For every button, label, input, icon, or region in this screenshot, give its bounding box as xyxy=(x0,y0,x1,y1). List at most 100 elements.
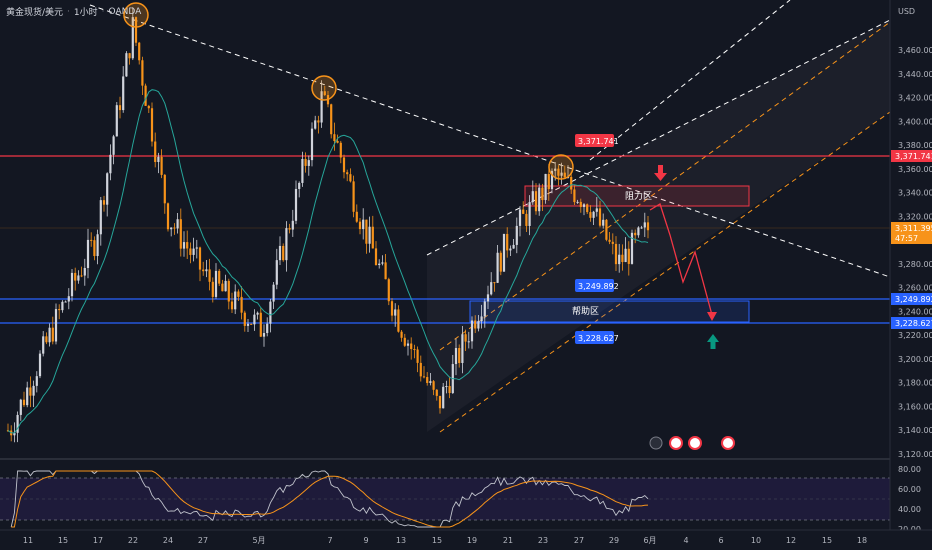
candle-body xyxy=(499,252,502,272)
candle-body xyxy=(298,182,301,189)
candle-body xyxy=(173,227,176,229)
y-tick-label: 3,340.000 xyxy=(898,189,932,198)
candle-body xyxy=(330,104,333,135)
us-flag-event-icon[interactable] xyxy=(721,436,735,450)
candle-body xyxy=(320,91,323,123)
price-axis[interactable] xyxy=(890,0,932,530)
y-tick-label: 3,460.000 xyxy=(898,46,932,55)
exchange-label: OANDA xyxy=(108,6,142,17)
candle-body xyxy=(512,244,515,249)
x-tick-label: 7 xyxy=(327,536,332,545)
candle-body xyxy=(109,154,112,174)
candle-body xyxy=(470,320,474,342)
y-tick-label: 3,420.000 xyxy=(898,94,932,103)
symbol-name[interactable]: 黄金现货/美元 xyxy=(6,8,64,18)
channel-top-line[interactable] xyxy=(589,0,791,161)
candle-body xyxy=(592,211,595,218)
channel-lower-line[interactable] xyxy=(439,111,891,433)
y-tick-label: 3,120.000 xyxy=(898,450,932,459)
candle-body xyxy=(125,53,128,77)
candle-body xyxy=(458,348,461,363)
candle-body xyxy=(285,228,288,261)
candle-body xyxy=(563,172,566,178)
candle-body xyxy=(531,191,534,203)
candle-body xyxy=(189,248,192,255)
candle-body xyxy=(246,323,250,326)
candle-body xyxy=(387,279,390,302)
candle-body xyxy=(224,280,227,292)
candle-body xyxy=(22,399,26,406)
candle-body xyxy=(582,204,586,207)
candle-body xyxy=(150,108,154,142)
candle-body xyxy=(45,336,48,343)
y-tick-label: 3,380.000 xyxy=(898,141,932,150)
candle-body xyxy=(163,174,166,204)
candle-body xyxy=(445,386,448,388)
candle-body xyxy=(314,120,317,129)
candle-body xyxy=(192,248,195,255)
candle-body xyxy=(486,294,490,302)
rsi-tick-label: 80.00 xyxy=(898,465,921,474)
candle-body xyxy=(106,173,109,205)
swing-high-marker[interactable] xyxy=(311,75,337,101)
axis-currency[interactable]: USD xyxy=(898,7,915,16)
candle-body xyxy=(227,280,230,302)
candle-body xyxy=(160,156,163,175)
y-tick-label: 3,240.000 xyxy=(898,307,932,316)
support-zone[interactable] xyxy=(469,300,750,323)
x-tick-label: 22 xyxy=(128,536,138,545)
descending-trendline[interactable] xyxy=(89,4,891,278)
x-tick-label: 12 xyxy=(786,536,796,545)
x-tick-label: 27 xyxy=(198,536,208,545)
candle-body xyxy=(269,301,272,324)
y-tick-label: 3,260.000 xyxy=(898,284,932,293)
channel-upper-line[interactable] xyxy=(426,19,891,256)
channel-mid-line[interactable] xyxy=(439,21,891,351)
candle-body xyxy=(195,247,198,249)
interval-label[interactable]: 1小时 xyxy=(73,8,98,18)
candle-body xyxy=(547,173,550,190)
candle-body xyxy=(477,321,480,329)
candle-body xyxy=(374,248,378,266)
candle-body xyxy=(291,220,294,230)
projection-path[interactable] xyxy=(649,203,713,316)
candle-body xyxy=(586,204,589,213)
candle-body xyxy=(131,17,134,59)
swing-high-marker[interactable] xyxy=(548,154,574,180)
projection-arrow-head xyxy=(707,312,717,321)
candle-body xyxy=(627,248,630,264)
candle-body xyxy=(170,227,173,230)
candle-body xyxy=(394,309,397,316)
rsi-ma-line xyxy=(11,470,649,528)
candle-body xyxy=(186,242,189,249)
x-tick-label: 27 xyxy=(574,536,584,545)
candle-body xyxy=(128,53,131,59)
us-flag-event-icon[interactable] xyxy=(669,436,683,450)
sell-arrow-icon[interactable] xyxy=(654,165,667,181)
support-lower-price-tag-text: 3,228.627 xyxy=(895,319,932,328)
x-tick-label: 15 xyxy=(58,536,68,545)
candle-body xyxy=(544,173,547,201)
candle-body xyxy=(147,105,150,109)
time-axis[interactable] xyxy=(0,530,932,550)
candle-body xyxy=(61,301,64,311)
candle-body xyxy=(480,316,483,322)
support-lower-callout-text: 3,228.627 xyxy=(578,334,619,343)
candle-body xyxy=(259,312,262,337)
candle-body xyxy=(77,275,80,281)
swing-high-marker[interactable] xyxy=(123,2,149,28)
x-tick-label: 18 xyxy=(857,536,867,545)
chart-header: 黄金现货/美元 · 1小时 · OANDA xyxy=(6,5,142,19)
us-flag-event-icon[interactable] xyxy=(688,436,702,450)
candle-body xyxy=(221,283,224,292)
candle-body xyxy=(602,219,605,226)
candle-body xyxy=(29,387,32,396)
y-tick-label: 3,180.000 xyxy=(898,379,932,388)
x-tick-label: 17 xyxy=(93,536,103,545)
x-tick-label: 6 xyxy=(718,536,723,545)
x-tick-label: 21 xyxy=(503,536,513,545)
buy-arrow-icon[interactable] xyxy=(707,334,719,349)
lightning-event-icon[interactable] xyxy=(649,436,663,450)
x-tick-label: 15 xyxy=(432,536,442,545)
